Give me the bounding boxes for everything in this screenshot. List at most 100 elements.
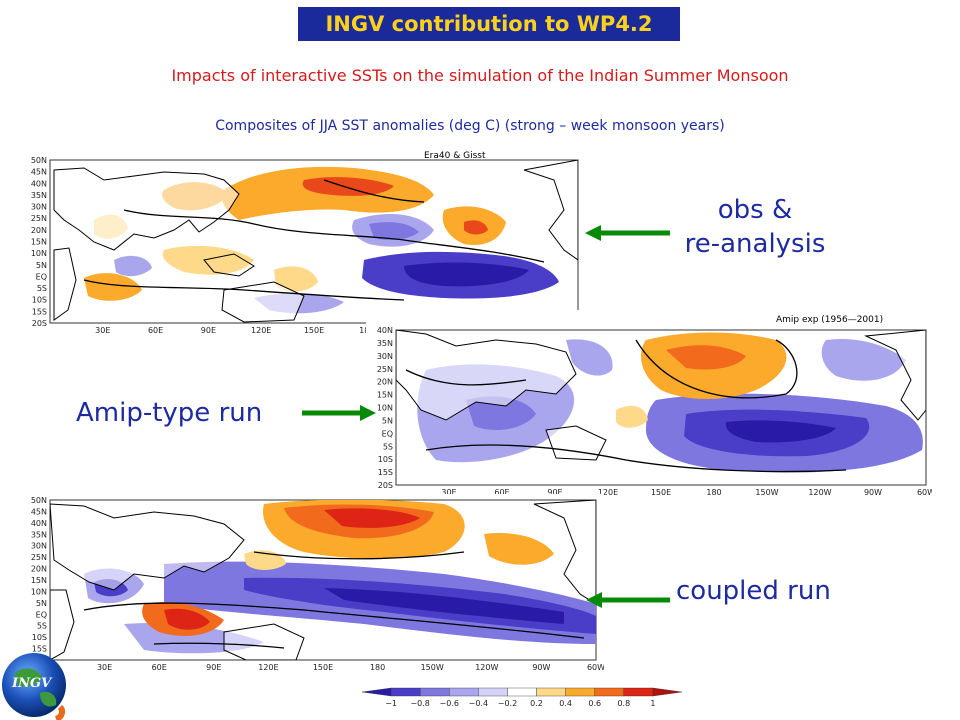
lat-tick-label: 15S	[32, 645, 47, 654]
lat-tick-label: 20S	[32, 319, 47, 328]
colorbar-tick-label: −0.4	[469, 699, 488, 708]
lon-tick-label: 30E	[95, 326, 110, 335]
lon-tick-label: 120W	[475, 663, 498, 672]
lat-tick-label: 30N	[31, 542, 47, 551]
lat-tick-label: 15N	[377, 391, 393, 400]
lon-tick-label: 60W	[917, 488, 932, 497]
lon-tick-label: 150W	[421, 663, 444, 672]
lon-tick-label: 150W	[755, 488, 778, 497]
colorbar-segment	[390, 687, 421, 697]
lat-tick-label: 45N	[31, 168, 47, 177]
lat-tick-label: 20N	[31, 226, 47, 235]
lon-tick-label: 120E	[598, 488, 618, 497]
lat-tick-label: 10N	[377, 404, 393, 413]
lon-tick-label: 90E	[547, 488, 562, 497]
lat-tick-label: 20N	[377, 378, 393, 387]
colorbar-segment	[361, 687, 392, 697]
lat-tick-label: 25N	[377, 365, 393, 374]
slide-title: INGV contribution to WP4.2	[298, 7, 680, 41]
lat-tick-label: 50N	[31, 156, 47, 165]
obs-map-caption: Era40 & Gisst	[424, 151, 486, 161]
slide-subtitle: Impacts of interactive SSTs on the simul…	[171, 66, 789, 85]
lon-tick-label: 30E	[97, 663, 112, 672]
lat-tick-label: EQ	[36, 272, 47, 281]
obs-reanalysis-label: obs & re-analysis	[660, 193, 850, 261]
lat-tick-label: 15S	[378, 468, 393, 477]
lat-tick-label: 35N	[31, 191, 47, 200]
lon-tick-label: 150E	[304, 326, 324, 335]
colorbar-tick-label: 0.4	[559, 699, 572, 708]
lon-tick-label: 120W	[808, 488, 831, 497]
lat-tick-label: 5S	[37, 284, 47, 293]
obs-arrow-icon	[585, 225, 670, 241]
colorbar-tick-label: 0.6	[588, 699, 601, 708]
lon-tick-label: 30E	[441, 488, 456, 497]
lat-tick-label: 15S	[32, 307, 47, 316]
colorbar-segments	[361, 687, 683, 697]
colorbar-segment	[507, 687, 537, 697]
logo-text: INGV	[11, 676, 53, 691]
colorbar-tick-label: −0.2	[498, 699, 517, 708]
obs-label-line2: re-analysis	[684, 229, 826, 259]
lat-tick-label: 20S	[378, 481, 393, 490]
colorbar-tick-label: 1	[650, 699, 655, 708]
coupled-lat-labels: 50N45N40N35N30N25N20N15N10N5NEQ5S10S15S2…	[31, 496, 47, 665]
lat-tick-label: 10N	[31, 249, 47, 258]
lon-tick-label: 90W	[864, 488, 882, 497]
lon-tick-label: 60E	[148, 326, 163, 335]
lat-tick-label: 40N	[31, 179, 47, 188]
lat-tick-label: 20N	[31, 565, 47, 574]
coupled-run-label: coupled run	[676, 576, 831, 606]
coupled-lon-labels: 30E 60E 90E 120E 150E 180 150W 120W 90W 60W	[97, 663, 604, 672]
colorbar-tick-label: −1	[385, 699, 397, 708]
colorbar-segment	[623, 687, 654, 697]
colorbar-segment	[419, 687, 450, 697]
amip-map-graphic: Amip exp (1956—2001) 40N 35N 30N 25N 20N 15N 1…	[377, 315, 932, 497]
lon-tick-label: 60E	[152, 663, 167, 672]
lat-tick-label: 35N	[377, 339, 393, 348]
lat-tick-label: 10S	[32, 633, 47, 642]
lat-tick-label: 25N	[31, 553, 47, 562]
lat-tick-label: 35N	[31, 530, 47, 539]
colorbar-tick-label: 0.2	[530, 699, 543, 708]
lat-tick-label: 5S	[383, 442, 393, 451]
coupled-map: 50N45N40N35N30N25N20N15N10N5NEQ5S10S15S2…	[24, 494, 604, 674]
lat-tick-label: 5N	[36, 261, 47, 270]
lat-tick-label: 15N	[31, 576, 47, 585]
lat-tick-label: 10N	[31, 587, 47, 596]
lon-tick-label: 150E	[651, 488, 671, 497]
colorbar-segment	[652, 687, 683, 697]
colorbar-ticks: −1 −0.8 −0.6 −0.4 −0.2 0.2 0.4 0.6 0.8 1	[385, 699, 655, 708]
lon-tick-label: 120E	[251, 326, 271, 335]
lon-tick-label: 180	[370, 663, 385, 672]
lat-tick-label: 45N	[31, 507, 47, 516]
lon-tick-label: 90E	[201, 326, 216, 335]
ingv-logo-icon: INGV	[2, 653, 66, 720]
lon-tick-label: 90E	[206, 663, 221, 672]
lat-tick-label: 25N	[31, 214, 47, 223]
colorbar-segment	[536, 687, 566, 697]
obs-label-line1: obs &	[717, 195, 793, 225]
lat-tick-label: 30N	[377, 352, 393, 361]
lon-tick-label: 60E	[494, 488, 509, 497]
colorbar: −1 −0.8 −0.6 −0.4 −0.2 0.2 0.4 0.6 0.8 1	[361, 687, 683, 708]
colorbar-tick-label: 0.8	[617, 699, 630, 708]
obs-reanalysis-map: Era40 & Gisst 50N 45N 40N 35N 30N 25N 20N 15N 10…	[24, 150, 584, 336]
lon-tick-label: 150E	[313, 663, 333, 672]
lat-tick-label: 5N	[36, 599, 47, 608]
composites-caption: Composites of JJA SST anomalies (deg C) …	[215, 118, 725, 134]
amip-arrow-icon	[302, 405, 376, 421]
lat-tick-label: EQ	[382, 429, 393, 438]
lat-tick-label: 5N	[382, 416, 393, 425]
lat-tick-label: 30N	[31, 203, 47, 212]
colorbar-tick-label: −0.8	[410, 699, 429, 708]
amip-map-caption: Amip exp (1956—2001)	[776, 315, 883, 325]
lat-tick-label: 15N	[31, 238, 47, 247]
obs-lat-labels: 50N 45N 40N 35N 30N 25N 20N 15N 10N 5N EQ 5S 10S 15S 2…	[31, 156, 47, 328]
colorbar-segment	[565, 687, 595, 697]
obs-map-graphic: Era40 & Gisst 50N 45N 40N 35N 30N 25N 20N 15N 10…	[31, 151, 584, 335]
lat-tick-label: 50N	[31, 496, 47, 505]
lat-tick-label: 10S	[378, 455, 393, 464]
amip-lat-labels: 40N 35N 30N 25N 20N 15N 10N 5N EQ 5S 10S 15S 20S	[377, 326, 393, 490]
colorbar-segment	[478, 687, 508, 697]
